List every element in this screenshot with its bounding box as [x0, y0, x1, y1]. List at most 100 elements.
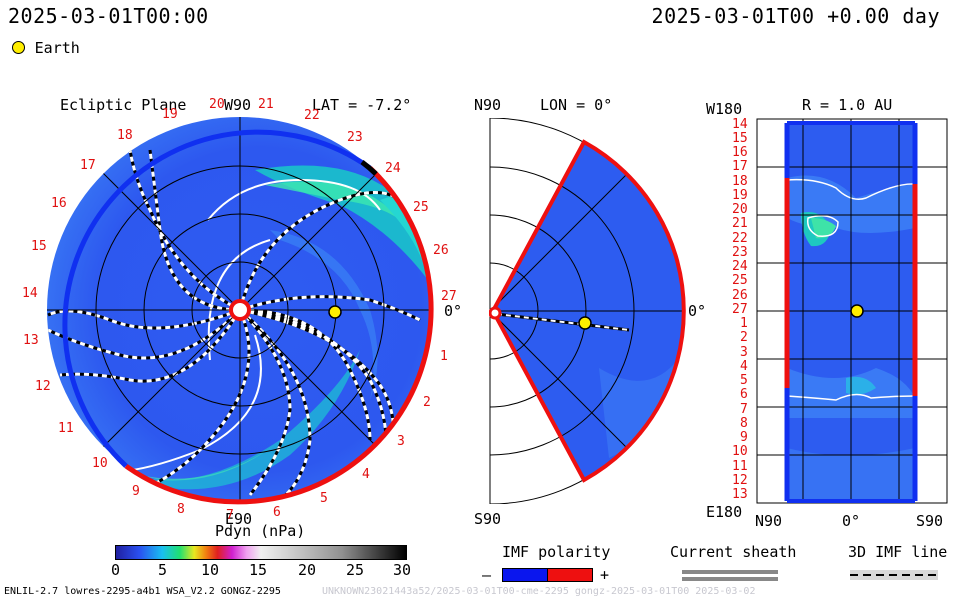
ecliptic-title: Ecliptic Plane [60, 96, 187, 114]
ecliptic-right-label: 0° [444, 302, 463, 320]
radial-map-plot [756, 118, 948, 504]
lon-label: 22 [304, 108, 320, 123]
ecliptic-plane-plot [47, 117, 434, 505]
colorbar-tick: 20 [298, 561, 317, 579]
radial-row-label: 22 [732, 231, 748, 246]
radial-row-label: 9 [740, 430, 748, 445]
lon-label: 10 [92, 456, 108, 471]
radial-row-label: 14 [732, 117, 748, 132]
meridional-plane-plot [489, 118, 686, 504]
imf-polarity-title: IMF polarity [502, 543, 611, 561]
lon-label: 23 [347, 130, 363, 145]
footer-run-id: UNKNOWN23021443a52/2025-03-01T00-cme-229… [322, 586, 756, 597]
radial-row-label: 15 [732, 131, 748, 146]
radial-row-label: 2 [740, 330, 748, 345]
imf-negative-swatch [502, 568, 548, 582]
lon-label: 3 [397, 434, 405, 449]
radial-row-label: 3 [740, 345, 748, 360]
radial-row-label: 25 [732, 273, 748, 288]
radial-row-label: 17 [732, 159, 748, 174]
colorbar-tick: 15 [249, 561, 268, 579]
radial-row-label: 23 [732, 245, 748, 260]
meridional-title: LON = 0° [540, 96, 613, 114]
footer-model-info: ENLIL-2.7 lowres-2295-a4b1 WSA_V2.2 GONG… [4, 586, 281, 597]
radial-row-label: 11 [732, 459, 748, 474]
lon-label: 21 [258, 97, 274, 112]
colorbar-title: Pdyn (nPa) [215, 522, 306, 540]
lon-label: 17 [80, 158, 96, 173]
current-sheath-swatch [682, 570, 778, 574]
radial-row-label: 21 [732, 216, 748, 231]
lon-label: 16 [51, 196, 67, 211]
colorbar-tick: 5 [158, 561, 168, 579]
meridional-bottom-label: S90 [474, 510, 502, 528]
lon-label: 2 [423, 395, 431, 410]
radial-top-left-label: W180 [706, 100, 743, 118]
imf-plus-label: + [600, 566, 610, 584]
lon-label: 6 [273, 505, 281, 520]
meridional-top-label: N90 [474, 96, 502, 114]
timestamp-left: 2025-03-01T00:00 [8, 4, 209, 28]
lon-label: 11 [58, 421, 74, 436]
lon-label: 15 [31, 239, 47, 254]
lon-label: 14 [22, 286, 38, 301]
lon-label: 5 [320, 491, 328, 506]
lon-label: 19 [162, 107, 178, 122]
ecliptic-bottom-label: E90 [225, 510, 253, 528]
lon-label: 12 [35, 379, 51, 394]
lon-label: 25 [413, 200, 429, 215]
earth-legend: Earth [12, 38, 80, 57]
radial-row-label: 18 [732, 174, 748, 189]
radial-row-label: 10 [732, 444, 748, 459]
radial-row-label: 8 [740, 416, 748, 431]
ecliptic-lat-label: LAT = -7.2° [312, 96, 412, 114]
lon-label: 7 [226, 508, 234, 523]
imf-line-title: 3D IMF line [848, 543, 948, 561]
current-sheath-title: Current sheath [670, 543, 797, 561]
earth-marker-ecliptic [328, 305, 342, 319]
earth-marker-meridional [578, 316, 592, 330]
colorbar-tick: 0 [111, 561, 121, 579]
lon-label: 1 [440, 349, 448, 364]
radial-row-label: 5 [740, 373, 748, 388]
timestamp-right: 2025-03-01T00 +0.00 day [651, 4, 940, 28]
imf-positive-swatch [547, 568, 593, 582]
radial-row-label: 7 [740, 402, 748, 417]
lon-label: 4 [362, 467, 370, 482]
earth-legend-label: Earth [34, 39, 80, 57]
radial-bottom-left-label: E180 [706, 503, 743, 521]
lon-label: 8 [177, 502, 185, 517]
colorbar-tick: 10 [201, 561, 220, 579]
lon-label: 26 [433, 243, 449, 258]
colorbar-tick: 30 [393, 561, 412, 579]
radial-row-label: 24 [732, 259, 748, 274]
lon-label: 13 [23, 333, 39, 348]
radial-row-label: 19 [732, 188, 748, 203]
radial-row-label: 6 [740, 387, 748, 402]
radial-row-label: 1 [740, 316, 748, 331]
imf-line-swatch [850, 570, 938, 580]
radial-row-label: 27 [732, 302, 748, 317]
meridional-right-label: 0° [688, 302, 707, 320]
ecliptic-top-label: W90 [224, 96, 252, 114]
earth-icon [12, 41, 25, 54]
earth-marker-radial [850, 304, 864, 318]
lon-label: 24 [385, 161, 401, 176]
radial-row-label: 20 [732, 202, 748, 217]
lon-label: 9 [132, 484, 140, 499]
radial-bottom-label-0: 0° [842, 512, 861, 530]
lon-label: 27 [441, 289, 457, 304]
radial-row-label: 16 [732, 145, 748, 160]
imf-minus-label: – [482, 566, 492, 584]
lon-label: 18 [117, 128, 133, 143]
radial-row-label: 12 [732, 473, 748, 488]
colorbar [115, 545, 407, 560]
radial-bottom-label-s90: S90 [916, 512, 944, 530]
radial-row-label: 4 [740, 359, 748, 374]
radial-bottom-label-n90: N90 [755, 512, 783, 530]
radial-row-label: 26 [732, 288, 748, 303]
radial-row-label: 13 [732, 487, 748, 502]
radial-title: R = 1.0 AU [802, 96, 893, 114]
lon-label: 20 [209, 97, 225, 112]
colorbar-tick: 25 [346, 561, 365, 579]
